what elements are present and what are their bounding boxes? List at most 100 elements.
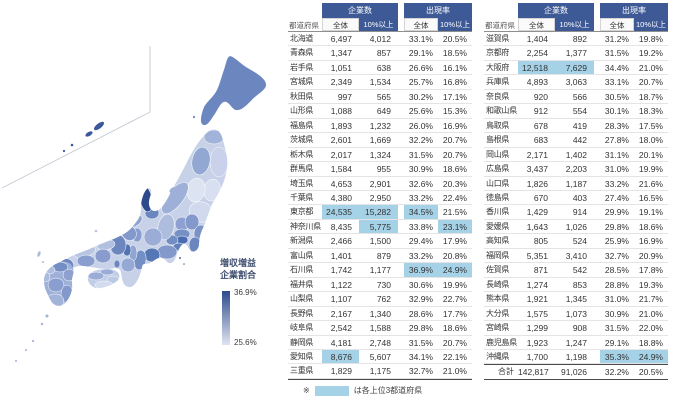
cell-value: 36.9% (404, 263, 438, 277)
cell-value: 30.2% (408, 91, 433, 102)
cell-value: 2,167 (330, 308, 352, 319)
cell-prefecture: 島根県 (486, 135, 510, 145)
table-row: 宮城県 2,349 1,534 25.7% 16.8% (288, 75, 472, 90)
cell-value: 19.3% (638, 279, 663, 290)
cell-value: 31.0% (604, 164, 629, 175)
small-islands (15, 186, 185, 362)
cell-value: 871 (533, 265, 548, 276)
cell-value: 17.8% (638, 265, 663, 276)
cell-value: 1,643 (526, 221, 548, 232)
cell-prefecture: 宮城県 (290, 77, 314, 87)
cell-value: 1,669 (369, 135, 391, 146)
cell-value: 19.1% (638, 207, 663, 218)
cell-value: 18.5% (442, 48, 467, 59)
cell-prefecture: 三重県 (290, 366, 314, 376)
cell-value: 32.6% (408, 178, 433, 189)
cell-value: 25.7% (408, 77, 433, 88)
cell-value: 34.4% (604, 62, 629, 73)
cell-prefecture: 福岡県 (486, 250, 510, 260)
cell-value: 1,893 (330, 120, 352, 131)
cell-value: 2,203 (565, 164, 587, 175)
cell-value: 1,299 (526, 323, 548, 334)
col-prefecture: 都道府県 (485, 21, 515, 30)
cell-value: 955 (376, 164, 391, 175)
table-row: 大阪府 12,518 7,629 34.4% 21.0% (484, 60, 668, 76)
cell-prefecture: 埼玉県 (290, 178, 314, 188)
cell-value: 1,921 (526, 294, 548, 305)
cell-value: 21.0% (638, 308, 663, 319)
legend-gradient-bar (222, 291, 230, 345)
cell-prefecture: 山梨県 (290, 294, 314, 304)
cell-value: 1,073 (565, 308, 587, 319)
cell-value: 18.6% (638, 221, 663, 232)
cell-value: 4,380 (330, 192, 352, 203)
cell-value: 1,829 (330, 366, 352, 377)
cell-prefecture: 沖縄県 (486, 351, 510, 361)
cell-value: 29.1% (604, 337, 629, 348)
cell-value: 17.1% (442, 91, 467, 102)
cell-value: 1,575 (526, 308, 548, 319)
cell-value: 997 (337, 91, 352, 102)
table-row: 埼玉県 4,653 2,901 32.6% 20.3% (288, 177, 472, 191)
cell-prefecture: 新潟県 (290, 236, 314, 246)
cell-value: 524 (572, 236, 587, 247)
footnote-marker: ※ (303, 386, 310, 395)
cell-value: 18.0% (638, 135, 663, 146)
col-companies-10plus: 10%以上 (555, 18, 594, 31)
col-companies-total: 全体 (322, 18, 359, 31)
cell-value: 16.9% (442, 120, 467, 131)
table-row: 山口県 1,826 1,187 33.2% 21.6% (484, 177, 668, 191)
cell-prefecture: 香川県 (486, 207, 510, 217)
cell-prefecture: 秋田県 (290, 91, 314, 101)
table-row: 奈良県 920 566 30.5% 18.7% (484, 90, 668, 105)
table-row: 佐賀県 871 542 28.5% 17.8% (484, 263, 668, 278)
table-row: 茨城県 2,601 1,669 32.2% 20.7% (288, 133, 472, 148)
cell-value: 20.7% (442, 149, 467, 160)
cell-prefecture: 大分県 (486, 308, 510, 318)
cell-prefecture: 茨城県 (290, 135, 314, 145)
cell-value: 20.7% (442, 337, 467, 348)
map-region-hokkaido (200, 55, 267, 126)
cell-value: 22.7% (442, 294, 467, 305)
cell-value: 28.3% (604, 120, 629, 131)
cell-value: 27.4% (604, 192, 629, 203)
cell-value: 1,345 (565, 294, 587, 305)
cell-value: 3,437 (526, 164, 548, 175)
cell-value: 25.9% (604, 236, 629, 247)
footnote-text: は各上位3都道府県 (353, 386, 423, 395)
cell-value: 24.9% (438, 263, 472, 277)
cell-value: 29.9% (604, 207, 629, 218)
cell-value: 20.3% (442, 178, 467, 189)
prefecture-table-left: 企業数 出現率 都道府県 全体 10%以上 全体 10%以上 北海道 6,497 4… (288, 3, 472, 380)
cell-value: 32.2% (408, 135, 433, 146)
cell-value: 24.9% (634, 349, 668, 364)
cell-value: 3,063 (565, 77, 587, 88)
cell-value: 33.1% (408, 34, 433, 44)
cell-value: 1,198 (565, 351, 587, 362)
cell-prefecture: 佐賀県 (486, 265, 510, 275)
cell-value: 32.2% (604, 367, 629, 378)
cell-value: 1,923 (526, 337, 548, 348)
cell-value: 31.0% (604, 294, 629, 305)
cell-value: 20.5% (442, 34, 467, 44)
cell-value: 19.9% (638, 164, 663, 175)
table-row: 富山県 1,401 879 33.2% 20.8% (288, 249, 472, 264)
table-row: 大分県 1,575 1,073 30.9% 21.0% (484, 307, 668, 322)
col-companies-10plus: 10%以上 (359, 18, 398, 31)
cell-value: 29.1% (408, 48, 433, 59)
cell-value: 4,181 (330, 337, 352, 348)
cell-value: 914 (572, 207, 587, 218)
col-rate-10plus: 10%以上 (438, 18, 472, 31)
cell-prefecture: 兵庫県 (486, 77, 510, 87)
cell-value: 1,429 (526, 207, 548, 218)
cell-value: 1,175 (369, 366, 391, 377)
cell-prefecture: 合計 (498, 367, 514, 377)
cell-prefecture: 富山県 (290, 250, 314, 260)
table-row: 静岡県 4,181 2,748 31.5% 20.7% (288, 336, 472, 350)
table-row: 群馬県 1,584 955 30.9% 18.6% (288, 162, 472, 177)
cell-value: 21.6% (638, 178, 663, 189)
cell-value: 20.7% (638, 77, 663, 88)
cell-prefecture: 和歌山県 (486, 106, 517, 116)
cell-value: 33.1% (604, 77, 629, 88)
cell-prefecture: 京都府 (486, 48, 510, 58)
